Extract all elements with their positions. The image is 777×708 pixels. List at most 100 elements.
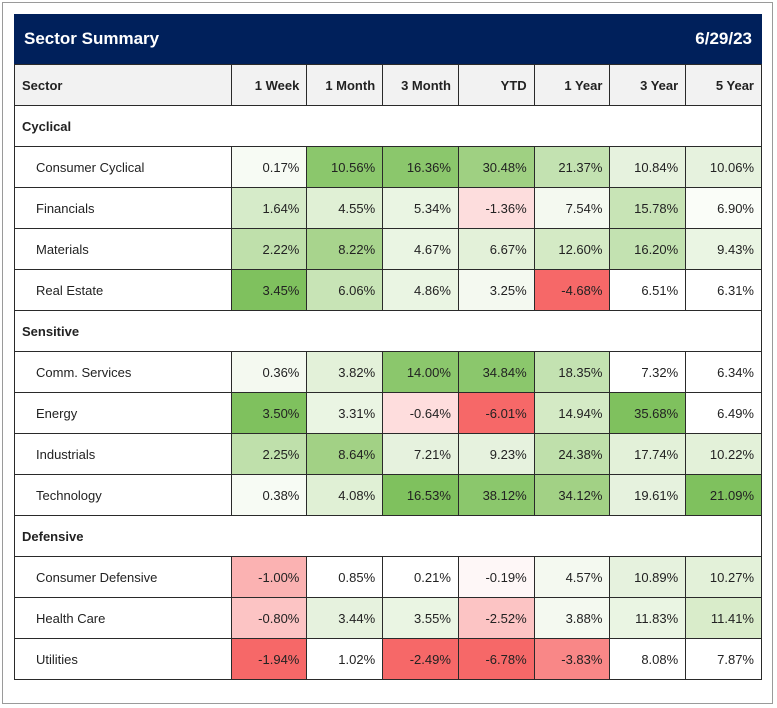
return-cell: 6.06%: [306, 269, 384, 311]
column-header-sector: Sector: [14, 64, 232, 106]
return-cell: 0.85%: [306, 556, 384, 598]
summary-header: Sector Summary 6/29/23: [14, 14, 762, 64]
return-cell: 0.36%: [230, 351, 308, 393]
return-cell: 4.67%: [382, 228, 459, 270]
return-cell: 10.84%: [609, 146, 687, 188]
return-cell: 4.57%: [533, 556, 611, 598]
return-cell: 5.34%: [382, 187, 459, 229]
return-cell: 6.51%: [609, 269, 687, 311]
return-cell: 15.78%: [609, 187, 687, 229]
table-row: Industrials 2.25% 8.64% 7.21% 9.23% 24.38% 17.…: [14, 433, 762, 475]
return-cell: 14.94%: [533, 392, 611, 434]
return-cell: -4.68%: [533, 269, 611, 311]
table-row: Financials 1.64% 4.55% 5.34% -1.36% 7.54% 15.7…: [14, 187, 762, 229]
return-cell: -0.64%: [382, 392, 459, 434]
sector-summary-panel: Sector Summary 6/29/23 Sector 1 Week 1 M…: [14, 14, 762, 695]
return-cell: 3.55%: [382, 597, 459, 639]
return-cell: 3.45%: [230, 269, 308, 311]
return-cell: 16.20%: [609, 228, 687, 270]
column-header-1-month: 1 Month: [306, 64, 384, 106]
sector-name-cell: Real Estate: [14, 269, 232, 311]
return-cell: 8.22%: [306, 228, 384, 270]
group-row: Defensive: [14, 515, 762, 557]
return-cell: -6.78%: [457, 638, 535, 680]
return-cell: 0.38%: [230, 474, 308, 516]
group-label: Sensitive: [14, 310, 762, 352]
sector-name-cell: Energy: [14, 392, 232, 434]
return-cell: 12.60%: [533, 228, 611, 270]
return-cell: 3.50%: [230, 392, 308, 434]
return-cell: 10.27%: [685, 556, 762, 598]
return-cell: -2.49%: [382, 638, 459, 680]
return-cell: 14.00%: [382, 351, 459, 393]
return-cell: 19.61%: [609, 474, 687, 516]
return-cell: 4.86%: [382, 269, 459, 311]
return-cell: -2.52%: [457, 597, 535, 639]
return-cell: -0.19%: [457, 556, 535, 598]
return-cell: 10.89%: [609, 556, 687, 598]
return-cell: 4.55%: [306, 187, 384, 229]
return-cell: 10.22%: [685, 433, 762, 475]
sector-name-cell: Technology: [14, 474, 232, 516]
return-cell: 10.56%: [306, 146, 384, 188]
table-row: Consumer Cyclical 0.17% 10.56% 16.36% 30.48%…: [14, 146, 762, 188]
table-row: Consumer Defensive -1.00% 0.85% 0.21% -0.19%…: [14, 556, 762, 598]
return-cell: 8.64%: [306, 433, 384, 475]
return-cell: 10.06%: [685, 146, 762, 188]
sector-table-body: Cyclical Consumer Cyclical 0.17% 10.56% 16.3…: [14, 105, 762, 680]
return-cell: -0.80%: [230, 597, 308, 639]
return-cell: 11.83%: [609, 597, 687, 639]
column-header-3-year: 3 Year: [609, 64, 687, 106]
return-cell: 6.67%: [457, 228, 535, 270]
header-row: Sector 1 Week 1 Month 3 Month YTD 1 Year…: [14, 64, 762, 106]
return-cell: 34.12%: [533, 474, 611, 516]
return-cell: 0.21%: [382, 556, 459, 598]
return-cell: 3.44%: [306, 597, 384, 639]
table-row: Energy 3.50% 3.31% -0.64% -6.01% 14.94% 35.68%…: [14, 392, 762, 434]
return-cell: -3.83%: [533, 638, 611, 680]
sector-name-cell: Health Care: [14, 597, 232, 639]
table-row: Comm. Services 0.36% 3.82% 14.00% 34.84% 18.3…: [14, 351, 762, 393]
return-cell: 38.12%: [457, 474, 535, 516]
return-cell: 6.49%: [685, 392, 762, 434]
sector-name-cell: Consumer Defensive: [14, 556, 232, 598]
group-label: Defensive: [14, 515, 762, 557]
return-cell: 3.31%: [306, 392, 384, 434]
return-cell: 18.35%: [533, 351, 611, 393]
return-cell: 16.36%: [382, 146, 459, 188]
group-row: Cyclical: [14, 105, 762, 147]
return-cell: 1.64%: [230, 187, 308, 229]
sector-name-cell: Materials: [14, 228, 232, 270]
return-cell: -1.94%: [230, 638, 308, 680]
return-cell: 30.48%: [457, 146, 535, 188]
column-header-ytd: YTD: [457, 64, 535, 106]
return-cell: 3.88%: [533, 597, 611, 639]
return-cell: 2.22%: [230, 228, 308, 270]
return-cell: 7.21%: [382, 433, 459, 475]
return-cell: 0.17%: [230, 146, 308, 188]
group-row: Sensitive: [14, 310, 762, 352]
return-cell: 3.82%: [306, 351, 384, 393]
return-cell: 34.84%: [457, 351, 535, 393]
return-cell: 6.31%: [685, 269, 762, 311]
return-cell: -6.01%: [457, 392, 535, 434]
table-row: Technology 0.38% 4.08% 16.53% 38.12% 34.12% 19…: [14, 474, 762, 516]
table-row: Utilities -1.94% 1.02% -2.49% -6.78% -3.83% 8.…: [14, 638, 762, 680]
table-row: Materials 2.22% 8.22% 4.67% 6.67% 12.60% 16.20…: [14, 228, 762, 270]
group-label: Cyclical: [14, 105, 762, 147]
return-cell: 35.68%: [609, 392, 687, 434]
return-cell: 8.08%: [609, 638, 687, 680]
return-cell: 7.32%: [609, 351, 687, 393]
return-cell: 7.54%: [533, 187, 611, 229]
return-cell: 21.37%: [533, 146, 611, 188]
return-cell: 6.34%: [685, 351, 762, 393]
column-header-5-year: 5 Year: [685, 64, 762, 106]
return-cell: 16.53%: [382, 474, 459, 516]
return-cell: 7.87%: [685, 638, 762, 680]
return-cell: 17.74%: [609, 433, 687, 475]
return-cell: 9.43%: [685, 228, 762, 270]
summary-date: 6/29/23: [695, 29, 752, 48]
column-header-3-month: 3 Month: [382, 64, 459, 106]
return-cell: 6.90%: [685, 187, 762, 229]
